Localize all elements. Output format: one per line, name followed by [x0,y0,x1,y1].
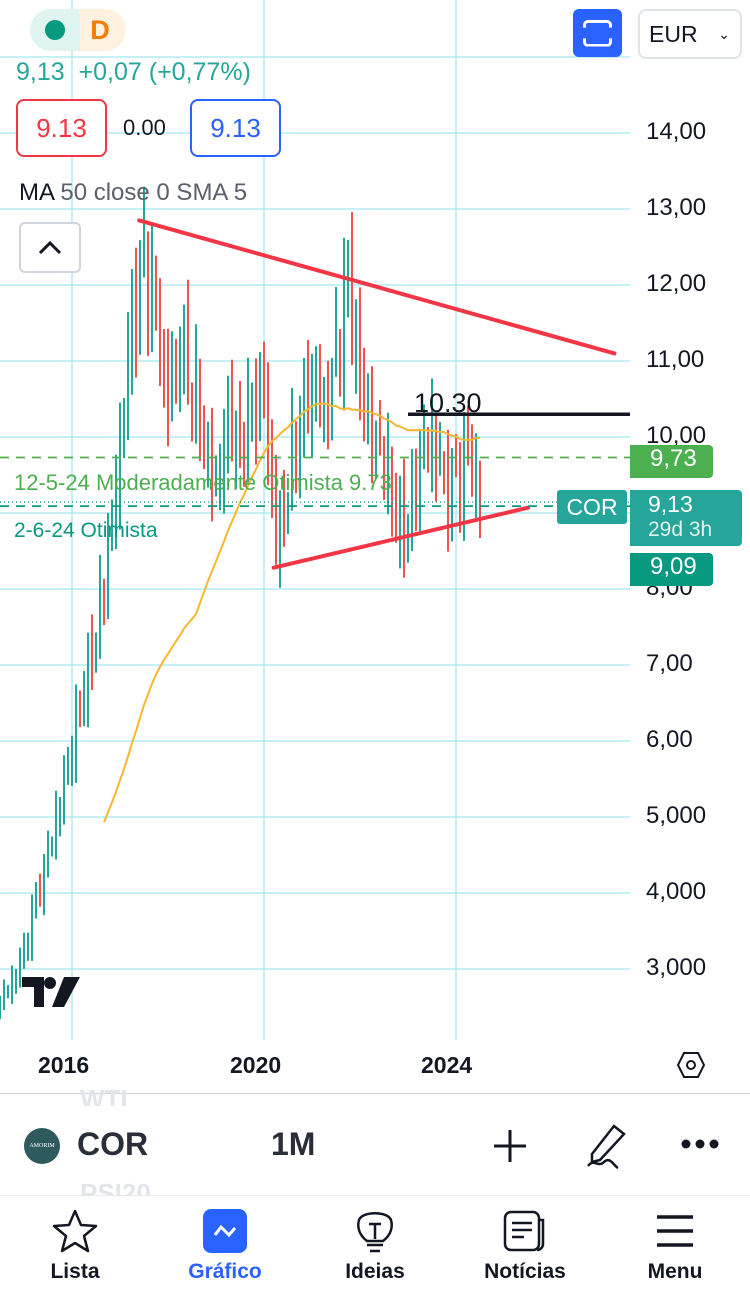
more-options-icon[interactable] [680,1138,720,1150]
low-price-badge: 9,09 [630,553,713,586]
price-change-quote: 9,13 +0,07 (+0,77%) [16,58,251,86]
x-tick-2020: 2020 [230,1052,282,1078]
last-price-badge: 9,13 29d 3h [630,490,742,546]
y-tick-label: 5,000 [646,802,707,829]
tab-grafico[interactable]: Gráfico [150,1196,300,1294]
chevron-down-icon: ⌄ [718,25,730,42]
y-tick-label: 6,00 [646,726,693,753]
y-tick-label: 14,00 [646,118,707,145]
fullscreen-icon [583,19,612,47]
price-chart[interactable]: 10.30 12-5-24 Moderadamente Otimista 9.73… [0,0,750,1040]
interval-button[interactable]: 1M [271,1126,316,1162]
ghost-symbol-above: WTI [80,1084,128,1106]
add-plus-icon[interactable] [492,1128,528,1164]
tradingview-logo [22,977,80,1007]
buy-button[interactable]: 9.13 [190,99,281,157]
chevron-up-icon [38,240,62,254]
hamburger-menu-icon [657,1215,693,1247]
tab-label: Lista [50,1260,100,1283]
indicator-legend[interactable]: MA 50 close 0 SMA 5 [19,179,247,207]
symbol-logo: AMORIM [24,1128,60,1164]
alert-label: 2-6-24 Otimista [14,519,158,542]
y-tick-label: 7,00 [646,650,693,677]
y-tick-label: 12,00 [646,270,707,297]
y-tick-label: 13,00 [646,194,707,221]
x-tick-2016: 2016 [38,1052,90,1078]
chart-settings-icon[interactable] [676,1050,706,1080]
currency-select[interactable]: EUR ⌄ [638,9,742,59]
spread-value: 0.00 [123,115,166,140]
bottom-tab-bar: Lista Gráfico Ideias Notícias Menu [0,1196,750,1294]
tab-label: Gráfico [188,1260,262,1283]
news-icon [503,1210,545,1252]
bar-countdown: 29d 3h [648,518,713,541]
fullscreen-button[interactable] [573,9,622,57]
lightbulb-icon [357,1212,393,1253]
level-label: 10.30 [414,388,482,418]
trendline [271,505,530,570]
tab-ideias[interactable]: Ideias [300,1196,450,1294]
tab-noticias[interactable]: Notícias [450,1196,600,1294]
y-tick-label: 10,00 [646,422,707,449]
tab-label: Ideias [345,1260,405,1283]
x-tick-2024: 2024 [421,1052,473,1078]
y-tick-label: 11,00 [646,346,705,373]
tab-menu[interactable]: Menu [600,1196,750,1294]
collapse-legend-button[interactable] [19,222,81,273]
ghost-symbol-below: PSI20 [80,1178,151,1196]
interval-badge: D [80,9,126,51]
tab-lista[interactable]: Lista [0,1196,150,1294]
drawing-pen-icon[interactable] [584,1122,630,1170]
sell-button[interactable]: 9.13 [16,99,107,157]
indicator-name: MA [19,179,54,206]
trendline [137,218,617,356]
alert-price-badge: 9,73 [630,445,713,478]
last-price: 9,13 [648,491,693,517]
y-tick-label: 4,000 [646,878,707,905]
star-icon [52,1209,98,1253]
currency-value: EUR [649,20,698,47]
chart-icon [203,1209,247,1253]
symbol-button[interactable]: COR [77,1126,149,1162]
y-tick-label: 3,000 [646,954,707,981]
tab-label: Menu [647,1260,703,1283]
market-status-pill[interactable]: D [30,9,126,51]
indicator-params: 50 close 0 SMA 5 [60,179,248,206]
market-open-dot-icon [45,20,65,40]
symbol-tag: COR [557,490,627,524]
tab-label: Notícias [484,1260,566,1283]
moving-average-line [103,402,481,823]
bottom-toolbar: WTI AMORIM COR 1M PSI20 [0,1084,750,1196]
alert-label: 12-5-24 Moderadamente Otimista 9.73 [14,470,392,495]
